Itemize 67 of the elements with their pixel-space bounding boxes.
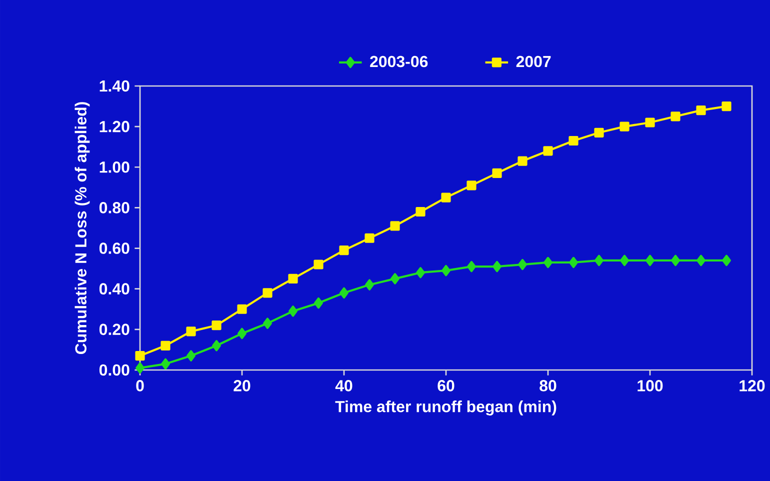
point [646,254,654,266]
x-axis-title: Time after runoff began (min) [335,400,556,416]
x-tick-label: 20 [234,380,250,392]
point [467,260,476,272]
x-tick-label: 40 [335,380,352,392]
point [569,256,578,268]
point [186,326,196,336]
point [466,180,476,190]
y-tick-label: 1.40 [100,80,130,92]
point [518,156,528,166]
x-tick-label: 0 [136,380,144,392]
x-tick-label: 100 [638,380,663,392]
x-tick-label: 80 [540,380,556,392]
y-axis-title: Cumulative N Loss (% of applied) [74,102,90,354]
y-tick-label: 0.00 [99,364,130,376]
point [135,350,145,361]
y-tick-label: 0.40 [99,283,130,294]
point [670,112,680,122]
y-tick-label: 0.60 [99,242,130,254]
point [543,146,553,156]
legend-label: 2003-06 [370,56,428,68]
point [186,350,196,362]
point [722,254,731,266]
point [390,273,400,284]
point [365,279,374,290]
point [288,274,298,284]
point [263,318,272,329]
point [442,264,450,276]
point [594,128,604,138]
point [314,297,323,309]
y-tick-label: 1.20 [100,120,130,132]
point [492,260,502,272]
point [620,122,630,132]
point [620,254,629,266]
y-tick-label: 0.20 [99,324,130,336]
point [237,304,247,314]
point [416,206,426,217]
point [314,260,324,270]
point [288,306,298,317]
point [161,358,170,370]
point [160,340,170,350]
point [340,287,348,299]
point [339,246,349,256]
point [594,254,604,266]
point [645,118,655,128]
point [671,254,680,266]
point [136,362,144,374]
point [544,256,552,268]
legend-label: 2007 [516,56,551,68]
point [441,192,451,202]
y-tick-label: 1.00 [100,161,130,173]
point [492,168,502,178]
point [364,233,374,243]
point [722,101,732,112]
point [696,254,706,266]
point [212,320,222,330]
y-tick-label: 0.80 [99,202,130,214]
x-tick-label: 60 [438,380,454,392]
point [518,258,527,270]
point [568,136,578,146]
point [416,267,425,278]
point [696,106,706,116]
point [238,328,246,340]
point [390,221,400,231]
point [212,340,221,352]
x-tick-label: 120 [740,380,765,392]
point [262,288,272,298]
